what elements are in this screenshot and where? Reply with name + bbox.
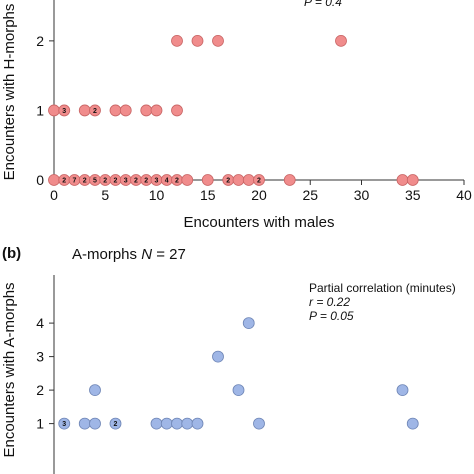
panel-b-point-count-label: 2	[114, 421, 118, 428]
panel-b-data-point	[253, 417, 265, 430]
panel-a-data-point	[58, 104, 71, 117]
panel-a-stats-text: P = 0.4	[304, 0, 342, 9]
panel-b-data-point	[89, 384, 101, 397]
panel-b-data-point	[406, 417, 419, 430]
panel-b-data-point	[171, 417, 183, 430]
panel-a-point-count-label: 3	[124, 178, 128, 185]
panel-a-x-tick-label: 5	[101, 187, 109, 203]
panel-a-point-count-label: 2	[257, 178, 261, 185]
panel-a-data-point	[150, 104, 163, 117]
panel-a-point-count-label: 3	[155, 178, 159, 185]
panel-a-data-point	[242, 174, 255, 186]
panel-b-letter: (b)	[2, 245, 21, 262]
panel-b: (b) A-morphs N = 27 Encounters with A-mo…	[1, 245, 456, 474]
panel-b-data-point	[109, 417, 122, 430]
panel-a-point-count-label: 2	[103, 178, 107, 185]
panel-b-y-tick-label: 4	[36, 315, 44, 331]
panel-a-point-count-label: 2	[83, 178, 87, 185]
panel-a-y-axis-label: Encounters with H-morphs	[1, 4, 18, 181]
panel-a-point-count-label: 5	[93, 178, 97, 185]
panel-a-y-tick-label: 1	[36, 102, 44, 118]
panel-b-title-suffix: = 27	[152, 246, 186, 263]
panel-a: Encounters with H-morphs 0 5 10 15 20 25 30 35 4…	[1, 0, 472, 231]
panel-a-data-point	[191, 34, 204, 47]
panel-b-y-axis-label: Encounters with A-morphs	[1, 282, 18, 457]
panel-b-data-point	[58, 417, 71, 430]
panel-a-x-tick-label: 10	[149, 187, 165, 203]
panel-b-data-point	[150, 417, 163, 430]
panel-a-data-point	[181, 174, 194, 186]
panel-a-data-point	[253, 174, 265, 186]
panel-a-x-tick-label: 20	[251, 187, 267, 203]
panel-b-data-point	[232, 384, 245, 397]
panel-a-data-point	[89, 104, 101, 117]
panel-b-y-tick-label: 1	[36, 416, 44, 432]
panel-b-title-n: N	[141, 246, 152, 263]
panel-a-data-point	[171, 34, 183, 47]
panel-b-data-point	[78, 417, 91, 430]
panel-b-point-count-label: 3	[62, 421, 66, 428]
panel-b-data-point	[212, 350, 224, 363]
panel-a-data-point	[396, 174, 409, 186]
panel-b-data-point	[89, 417, 101, 430]
panel-a-point-count-label: 2	[144, 178, 148, 185]
panel-a-x-tick-label: 15	[200, 187, 216, 203]
panel-a-data-point	[406, 174, 419, 186]
panel-b-data-point	[160, 417, 173, 430]
panel-a-y-tick-label: 2	[36, 33, 44, 49]
panel-a-x-tick-label: 0	[50, 187, 58, 203]
panel-b-title: A-morphs N = 27	[72, 246, 186, 263]
panel-a-data-point	[232, 174, 245, 186]
panel-a-point-count-label: 7	[73, 178, 77, 185]
panel-a-data-point	[78, 104, 91, 117]
panel-a-data-point	[140, 104, 153, 117]
panel-b-data-point	[181, 417, 194, 430]
panel-a-x-tick-label: 30	[354, 187, 370, 203]
panel-a-point-count-label: 2	[226, 178, 230, 185]
panel-a-data-point	[201, 174, 214, 186]
panel-a-data-point	[212, 34, 224, 47]
panel-a-data-point	[335, 34, 347, 47]
panel-b-stats-r: r = 0.22	[309, 295, 350, 309]
panel-a-point-count-label: 2	[62, 178, 66, 185]
panel-a-data-point	[48, 104, 60, 117]
panel-a-data-point	[283, 174, 296, 186]
panel-b-data-point	[396, 384, 409, 397]
panel-a-data-point	[119, 104, 132, 117]
panel-b-y-tick-label: 3	[36, 349, 44, 365]
panel-a-point-count-label: 4	[165, 178, 169, 185]
panel-a-data-point	[171, 104, 183, 117]
panel-a-y-tick-label: 0	[36, 172, 44, 188]
panel-b-title-prefix: A-morphs	[72, 246, 141, 263]
panel-a-x-axis-label: Encounters with males	[184, 214, 335, 231]
panel-a-data-point	[48, 174, 60, 186]
panel-a-x-tick-label: 40	[456, 187, 472, 203]
panel-a-point-count-label: 2	[93, 108, 97, 115]
panel-b-ticks: 1 2 3 4	[36, 315, 54, 432]
panel-a-data-point	[109, 104, 122, 117]
panel-a-x-tick-label: 35	[405, 187, 421, 203]
panel-b-stats-title: Partial correlation (minutes)	[309, 281, 456, 295]
panel-b-stats-p: P = 0.05	[309, 309, 354, 323]
panel-a-point-count-label: 2	[134, 178, 138, 185]
panel-b-data-point	[191, 417, 204, 430]
panel-a-point-count-label: 2	[175, 178, 179, 185]
panel-b-data-point	[242, 317, 255, 330]
panel-a-point-count-label: 2	[114, 178, 118, 185]
panel-a-point-count-label: 3	[62, 108, 66, 115]
panel-a-x-tick-label: 25	[302, 187, 318, 203]
panel-a-points: 3 22 7 2 5 2 2 3 2 2 3 4 2 2 2	[48, 34, 419, 186]
panel-b-y-tick-label: 2	[36, 382, 44, 398]
